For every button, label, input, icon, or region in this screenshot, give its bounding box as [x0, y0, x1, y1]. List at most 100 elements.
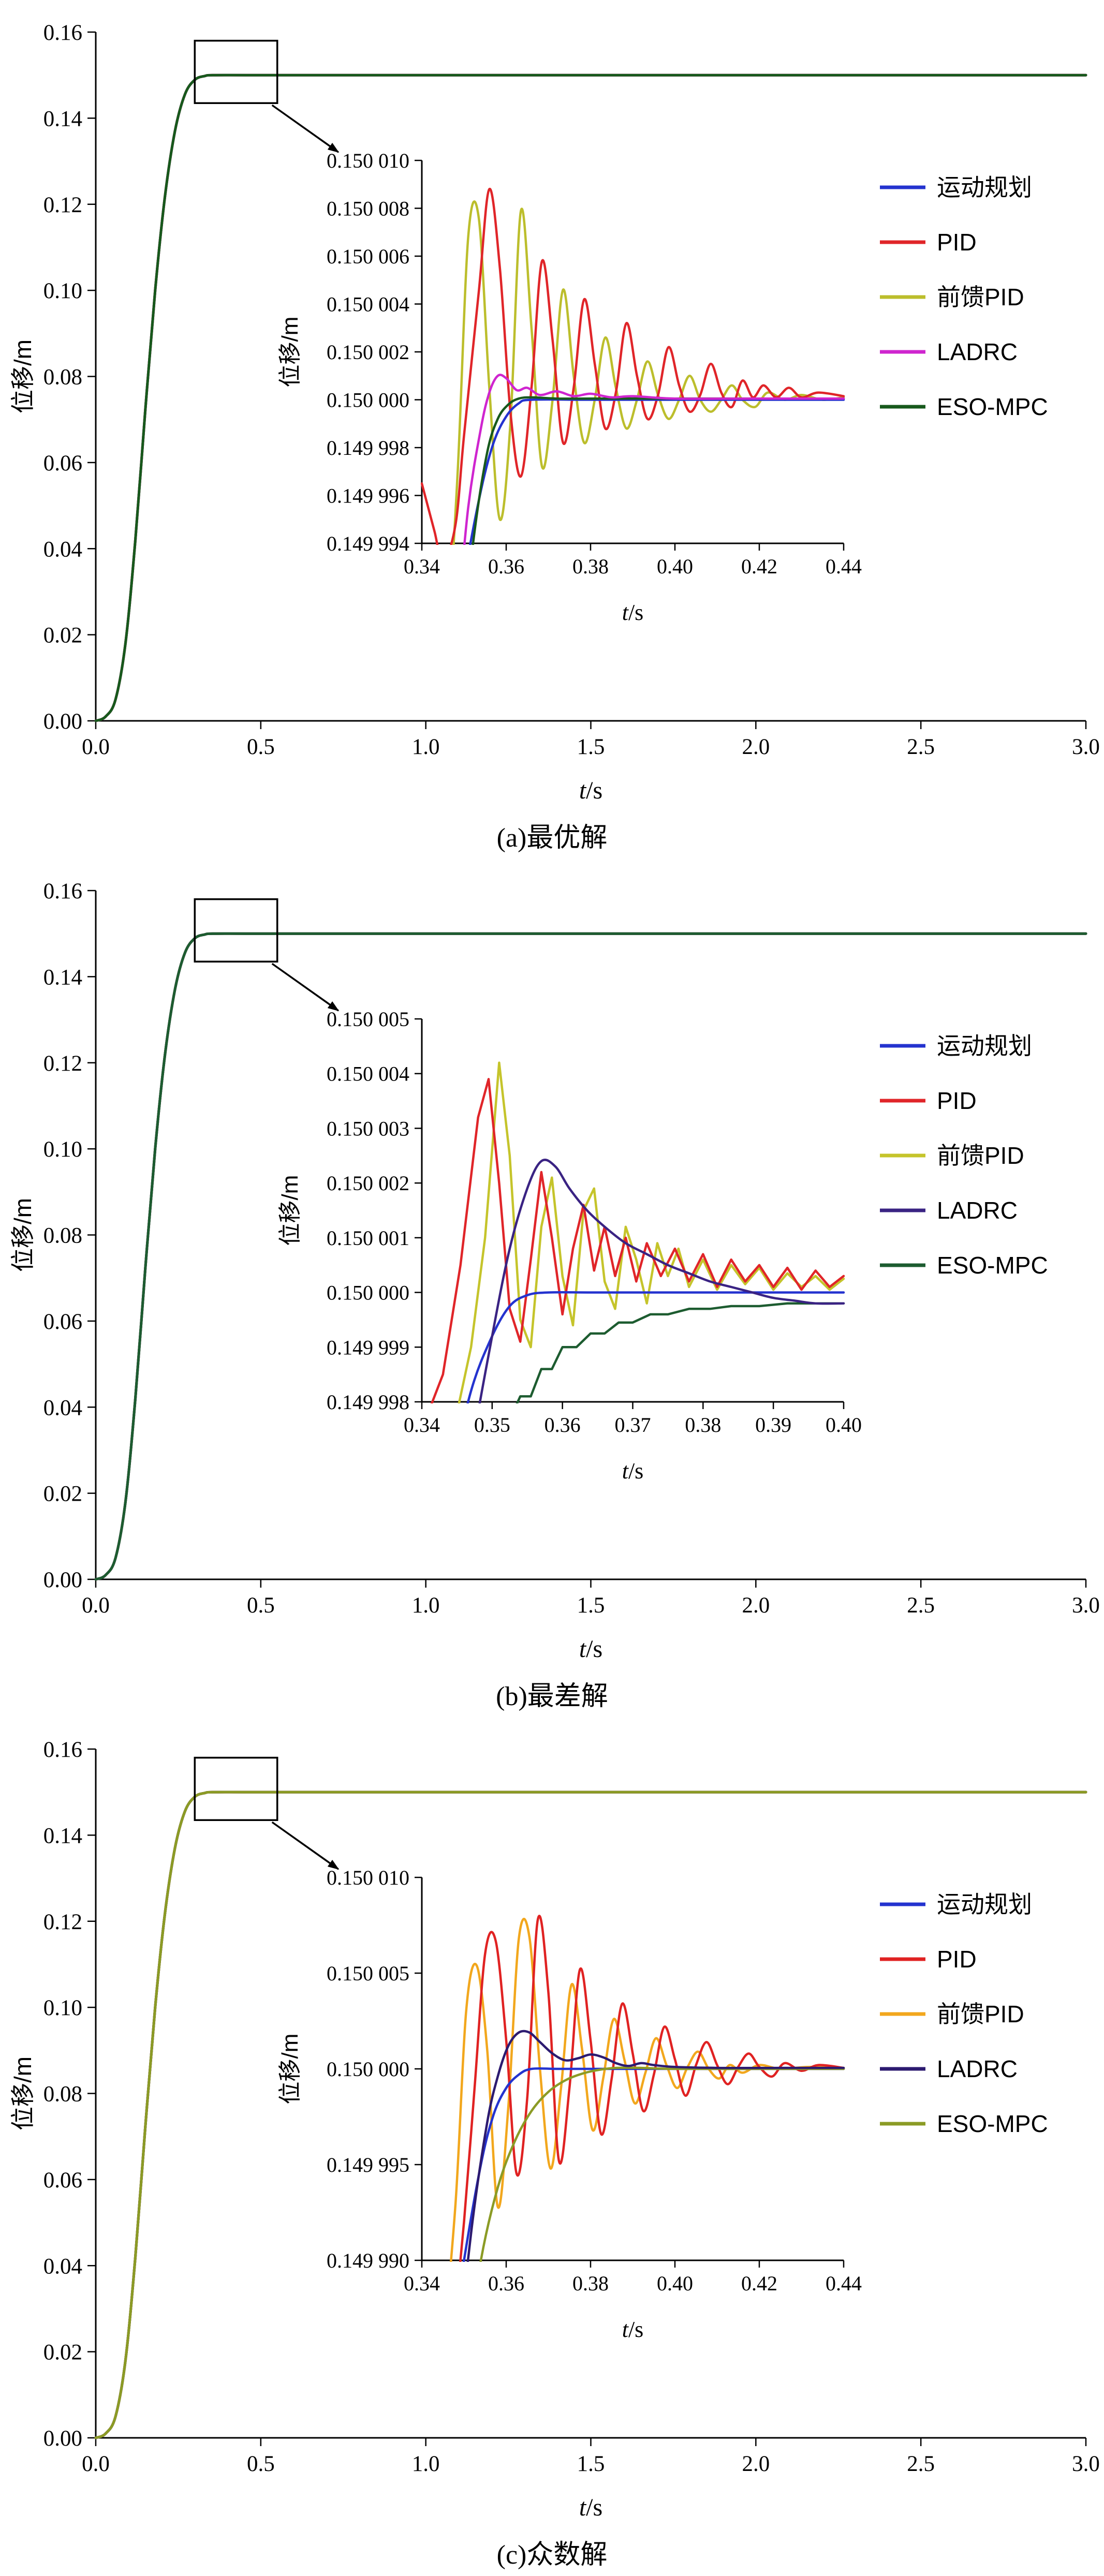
inset-y-tick-label: 0.150 006 — [327, 245, 409, 268]
main-x-label: t/s — [579, 777, 602, 804]
main-x-tick-label: 2.5 — [907, 1593, 935, 1618]
caption-b: (b)最差解 — [496, 1682, 608, 1711]
panel-a: 0.0 0.5 1.0 1.5 2.0 2.5 3.0 0.00 0.02 0.04 0.06 0.0… — [0, 0, 1104, 858]
legend-item-LADRC: LADRC — [880, 338, 1018, 365]
legend-label-前馈PID: 前馈PID — [937, 284, 1024, 310]
main-y-tick-label: 0.16 — [43, 879, 82, 904]
inset-x-tick-label: 0.37 — [615, 1413, 651, 1437]
inset-y-tick-label: 0.149 994 — [327, 532, 409, 555]
inset-x-tick-label: 0.40 — [826, 1413, 862, 1437]
inset-curve-前馈PID — [452, 200, 845, 545]
inset-y-tick-label: 0.149 998 — [327, 1390, 409, 1414]
inset-y-tick-label: 0.150 000 — [327, 2057, 409, 2081]
main-x-tick-label: 3.0 — [1072, 735, 1100, 759]
legend-item-前馈PID: 前馈PID — [880, 2001, 1024, 2027]
main-x-tick-label: 1.0 — [412, 2452, 440, 2476]
legend-label-LADRC: LADRC — [937, 2055, 1018, 2082]
inset-axes-spines — [421, 1019, 844, 1403]
main-curve-ESO-MPC — [94, 1790, 1087, 2439]
main-y-tick-label: 0.06 — [43, 1310, 82, 1334]
inset-x-label: t/s — [622, 1458, 644, 1484]
inset-x-tick-label: 0.40 — [657, 555, 693, 578]
inset-y-tick-label: 0.150 004 — [327, 1062, 409, 1086]
legend-item-LADRC: LADRC — [880, 1197, 1018, 1224]
main-x-tick-label: 0.0 — [82, 2452, 110, 2476]
inset-x-tick-label: 0.40 — [657, 2272, 693, 2295]
legend: 运动规划 PID 前馈PID LADRC ESO-MPC — [880, 1891, 1048, 2137]
main-x-tick-label: 2.0 — [742, 1593, 770, 1618]
legend-label-ESO-MPC: ESO-MPC — [937, 393, 1048, 420]
legend-item-ESO-MPC: ESO-MPC — [880, 393, 1048, 420]
main-y-tick-label: 0.08 — [43, 365, 82, 390]
zoom-box — [194, 1756, 278, 1822]
legend-item-ESO-MPC: ESO-MPC — [880, 1252, 1048, 1279]
main-y-tick-label: 0.02 — [43, 2341, 82, 2365]
main-x-tick-label: 1.5 — [577, 2452, 605, 2476]
main-y-tick-label: 0.14 — [43, 107, 82, 131]
main-x-label: t/s — [579, 1635, 602, 1663]
inset-x-tick-label: 0.35 — [474, 1413, 510, 1437]
main-y-tick-label: 0.02 — [43, 624, 82, 648]
main-x-tick-label: 1.5 — [577, 1593, 605, 1618]
legend: 运动规划 PID 前馈PID LADRC ESO-MPC — [880, 174, 1048, 420]
legend-label-PID: PID — [937, 1946, 977, 1973]
inset-x-tick-label: 0.42 — [741, 2272, 777, 2295]
inset-curve-PID — [459, 1915, 845, 2262]
main-axes-spines — [95, 891, 1086, 1580]
chart-b-svg: 0.0 0.5 1.0 1.5 2.0 2.5 3.0 0.00 0.02 0.04 0.06 0.0… — [9, 879, 1100, 1663]
inset-curve-LADRC — [466, 2030, 845, 2262]
main-y-tick-label: 0.16 — [43, 1738, 82, 1762]
legend-item-前馈PID: 前馈PID — [880, 284, 1024, 310]
inset-x-tick-label: 0.39 — [755, 1413, 791, 1437]
inset-y-tick-label: 0.150 010 — [327, 1866, 409, 1889]
caption-a: (a)最优解 — [496, 823, 608, 853]
main-curves — [94, 932, 1087, 1581]
main-x-tick-label: 0.0 — [82, 1593, 110, 1618]
main-x-tick-label: 3.0 — [1072, 1593, 1100, 1618]
inset-y-tick-label: 0.150 000 — [327, 1281, 409, 1305]
chart-c-svg: 0.0 0.5 1.0 1.5 2.0 2.5 3.0 0.00 0.02 0.04 0.06 0.0… — [9, 1738, 1100, 2521]
main-y-tick-label: 0.14 — [43, 1824, 82, 1848]
legend-item-PID: PID — [880, 1946, 977, 1973]
main-y-tick-label: 0.08 — [43, 1224, 82, 1248]
main-x-tick-label: 0.5 — [247, 2452, 275, 2476]
inset-y-label: 位移/m — [277, 2034, 303, 2105]
panel-c: 0.0 0.5 1.0 1.5 2.0 2.5 3.0 0.00 0.02 0.04 0.06 0.0… — [0, 1717, 1104, 2575]
main-x-tick-label: 1.0 — [412, 1593, 440, 1618]
main-y-tick-label: 0.06 — [43, 2168, 82, 2193]
legend-label-LADRC: LADRC — [937, 1197, 1018, 1224]
legend-item-PID: PID — [880, 1087, 977, 1114]
inset-x-tick-label: 0.34 — [404, 2272, 440, 2295]
main-y-tick-label: 0.12 — [43, 1910, 82, 1934]
main-curve-ESO-MPC — [94, 932, 1087, 1581]
main-x-tick-label: 0.5 — [247, 735, 275, 759]
main-curves — [94, 73, 1087, 722]
inset-x-tick-label: 0.44 — [826, 2272, 862, 2295]
main-y-tick-label: 0.10 — [43, 1137, 82, 1162]
main-x-tick-label: 1.5 — [577, 735, 605, 759]
legend-label-ESO-MPC: ESO-MPC — [937, 1252, 1048, 1279]
legend-item-运动规划: 运动规划 — [880, 1032, 1032, 1059]
legend-item-ESO-MPC: ESO-MPC — [880, 2110, 1048, 2137]
legend-label-PID: PID — [937, 1087, 977, 1114]
main-curves — [94, 1790, 1087, 2439]
zoom-box — [194, 898, 278, 963]
inset-x-tick-label: 0.34 — [404, 555, 440, 578]
inset-y-tick-label: 0.149 995 — [327, 2153, 409, 2177]
legend-label-ESO-MPC: ESO-MPC — [937, 2110, 1048, 2137]
inset-y-tick-label: 0.150 004 — [327, 293, 409, 316]
main-y-label: 位移/m — [9, 2056, 36, 2130]
inset-x-tick-label: 0.38 — [572, 555, 609, 578]
inset-x-tick-label: 0.42 — [741, 555, 777, 578]
inset-curve-前馈PID — [458, 1061, 845, 1403]
main-curve-ESO-MPC — [94, 73, 1087, 722]
inset-curves — [449, 1915, 845, 2262]
main-y-tick-label: 0.04 — [43, 2254, 82, 2278]
inset-x-tick-label: 0.34 — [404, 1413, 440, 1437]
zoom-arrow — [271, 104, 340, 153]
inset-x-tick-label: 0.38 — [685, 1413, 721, 1437]
legend-item-PID: PID — [880, 229, 977, 256]
legend-label-PID: PID — [937, 229, 977, 256]
inset-x-tick-label: 0.36 — [488, 2272, 524, 2295]
